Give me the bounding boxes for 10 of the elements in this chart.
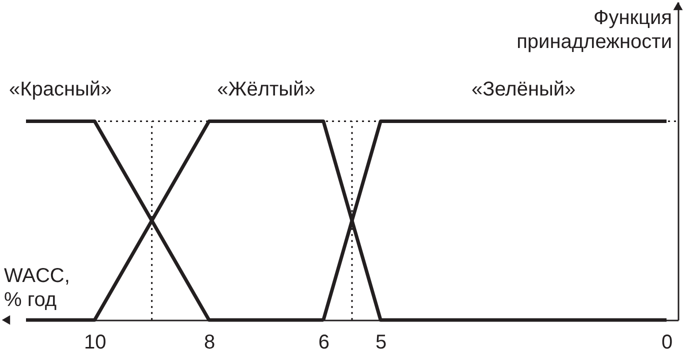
x-axis-title: WACC, % год bbox=[4, 265, 70, 311]
series-label: «Красный» bbox=[8, 78, 112, 100]
x-tick-label: 6 bbox=[318, 332, 330, 354]
x-tick-label: 5 bbox=[376, 332, 387, 354]
series-label: «Жёлтый» bbox=[217, 78, 316, 100]
x-tick-label: 8 bbox=[204, 332, 216, 354]
x-tick-label: 0 bbox=[662, 332, 673, 354]
series-label: «Зелёный» bbox=[471, 78, 576, 100]
y-axis-title: Функция принадлежности bbox=[516, 7, 672, 53]
x-tick-label: 10 bbox=[84, 332, 106, 354]
